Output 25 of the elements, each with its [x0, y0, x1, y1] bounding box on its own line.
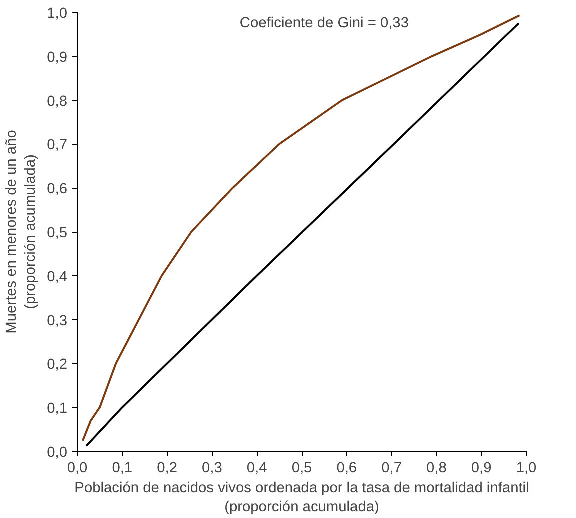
- x-tick-label: 1,0: [516, 460, 537, 476]
- x-axis-title: Población de nacidos vivos ordenada por la tasa de mortalidad infantil (proporción acumulada): [74, 480, 530, 516]
- x-tick-label: 0,9: [471, 460, 492, 476]
- x-tick-label: 0,0: [67, 460, 88, 476]
- y-tick-label: 0,1: [47, 401, 68, 418]
- x-tick-label: 0,3: [202, 460, 222, 476]
- y-tick-label: 0,4: [47, 269, 68, 286]
- x-tick-label: 0,5: [292, 460, 312, 476]
- x-tick-label: 0,6: [336, 460, 358, 476]
- y-tick-label: 0,0: [47, 445, 68, 461]
- y-tick-label: 0,7: [47, 138, 68, 154]
- y-tick-label: 0,6: [47, 182, 68, 198]
- y-tick-label: 1,0: [47, 6, 68, 22]
- x-tick-label: 0,1: [112, 460, 133, 476]
- y-tick-label: 0,9: [47, 50, 68, 66]
- x-tick-label: 0,8: [426, 460, 447, 476]
- y-tick-label: 0,3: [47, 313, 68, 330]
- x-tick-label: 0,4: [246, 460, 268, 476]
- x-tick-label: 0,2: [157, 460, 178, 476]
- annotation: Coeficiente de Gini = 0,33: [240, 15, 409, 32]
- y-tick-label: 0,8: [47, 94, 68, 110]
- x-tick-label: 0,7: [382, 460, 402, 476]
- y-tick-label: 0,2: [47, 357, 68, 374]
- y-axis-title: Muertes en menores de un año (proporción acumulada): [4, 130, 40, 334]
- y-tick-label: 0,5: [47, 226, 68, 242]
